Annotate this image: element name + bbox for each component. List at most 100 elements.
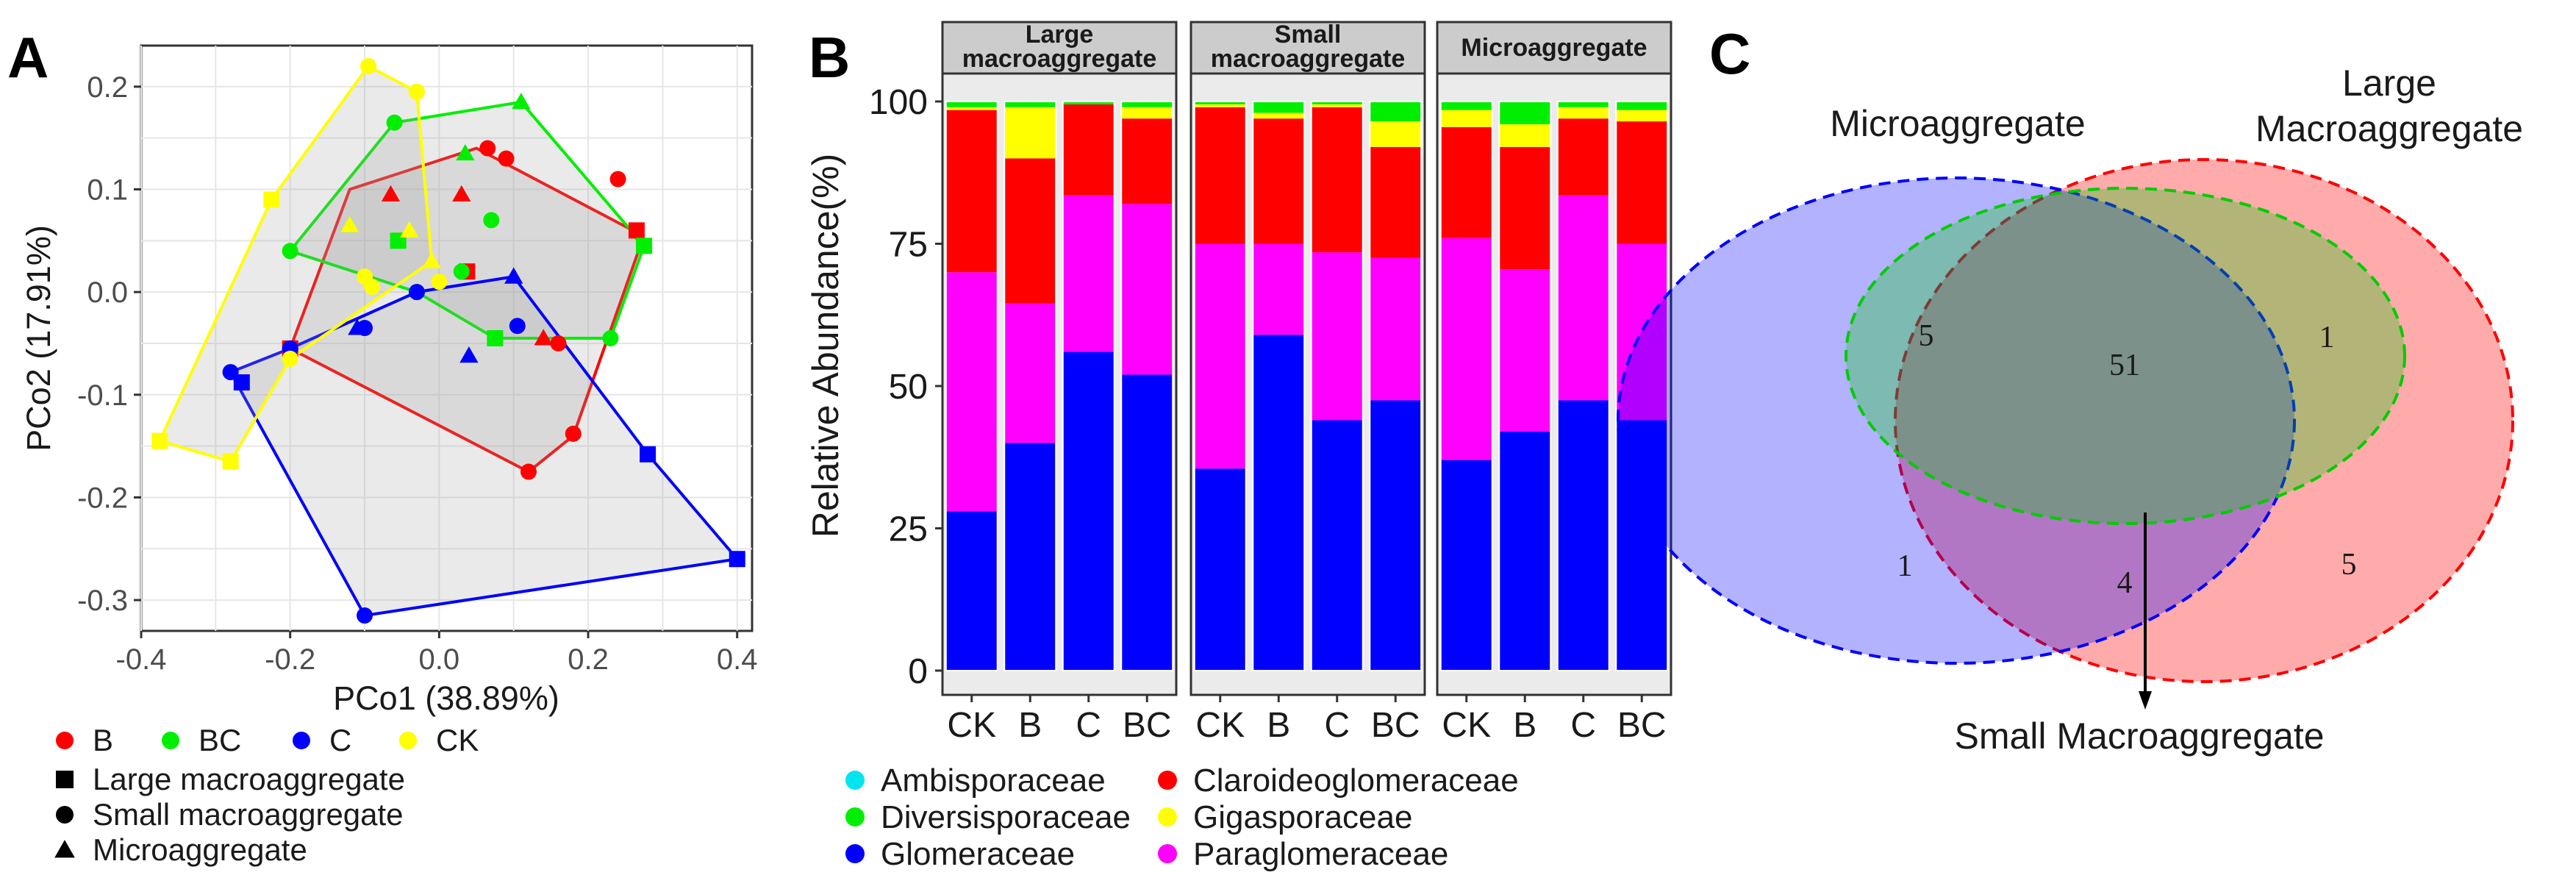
bar-outline <box>1120 101 1174 671</box>
bar-segment-glomeraceae <box>1311 420 1363 671</box>
bar-segment-claroideoglomeraceae <box>1557 118 1609 196</box>
bar-segment-glomeraceae <box>1557 400 1609 671</box>
y-tick-label: 0.0 <box>87 276 128 309</box>
bar-segment-paraglomeraceae <box>945 272 998 512</box>
point-bc-circle <box>483 212 500 229</box>
bar-outline <box>1369 101 1423 671</box>
legend-shape-label: Microaggregate <box>93 832 307 867</box>
bar-segment-gigasporaceae <box>1557 107 1609 119</box>
bar-y-axis-title: Relative Abundance(%) <box>805 154 846 538</box>
point-b-circle <box>565 425 582 442</box>
y-tick-label: -0.3 <box>77 585 128 617</box>
pcoa-hulls <box>158 64 739 618</box>
point-b-triangle <box>381 185 401 201</box>
bar-segment-paraglomeraceae <box>1062 195 1115 352</box>
bar-outline <box>1252 101 1306 671</box>
bar-segment-paraglomeraceae <box>1440 238 1492 460</box>
bar-segment-paraglomeraceae <box>1499 269 1551 432</box>
pcoa-x-ticks: -0.4 -0.2 0.0 0.2 0.4 <box>116 631 758 676</box>
point-bc-square <box>636 238 653 254</box>
point-c-circle <box>408 284 425 301</box>
bar-segment-claroideoglomeraceae <box>1616 121 1668 244</box>
bar-y-tick-label: 100 <box>869 83 928 122</box>
point-ck-triangle <box>422 251 441 268</box>
facet-title-line: Large <box>1026 21 1094 49</box>
bar-x-tick-label: B <box>1513 706 1536 745</box>
bar-segment-gigasporaceae <box>1194 104 1246 107</box>
bar-segment-diversisporaceae <box>1311 101 1363 104</box>
point-c-circle <box>222 364 239 381</box>
bar-segment-gigasporaceae <box>1440 110 1492 127</box>
point-ck-triangle <box>400 221 419 238</box>
bar-outline <box>945 101 998 671</box>
bar-x-tick-label: C <box>1324 706 1350 745</box>
legend-marker-c <box>293 732 310 749</box>
bar-segment-diversisporaceae <box>1440 101 1492 110</box>
hull-c <box>229 275 739 618</box>
bar-segment-gigasporaceae <box>1370 121 1422 147</box>
bar-segment-glomeraceae <box>1004 443 1056 671</box>
bar-segment-glomeraceae <box>1062 351 1115 671</box>
venn-label-large-line1: Large <box>2342 63 2436 104</box>
legend-family-label: Gigasporaceae <box>1193 799 1412 835</box>
facet-strip <box>941 21 1178 75</box>
bar-outline <box>1615 101 1669 671</box>
bar-outline <box>1062 101 1115 671</box>
pcoa-y-ticks: 0.2 0.1 0.0 -0.1 -0.2 -0.3 <box>77 71 141 617</box>
bar-segment-paraglomeraceae <box>1616 243 1668 421</box>
pcoa-x-axis-title: PCo1 (38.89%) <box>333 679 559 717</box>
bar-segment-claroideoglomeraceae <box>1499 146 1551 270</box>
point-b-triangle <box>452 185 471 201</box>
bar-segment-paraglomeraceae <box>1253 243 1305 335</box>
point-bc-circle <box>453 263 470 280</box>
point-bc-triangle <box>512 93 531 110</box>
bar-segment-glomeraceae <box>1370 400 1422 671</box>
point-c-square <box>233 374 250 391</box>
bar-x-tick-label: CK <box>1195 706 1245 745</box>
facet-title-line: Microaggregate <box>1461 34 1647 62</box>
bar-segment-diversisporaceae <box>1616 101 1668 110</box>
point-bc-circle <box>386 114 403 131</box>
bar-segment-diversisporaceae <box>1121 101 1173 107</box>
bar-segment-glomeraceae <box>1499 431 1551 671</box>
venn-label-small-macroaggregate: Small Macroaggregate <box>1954 715 2324 757</box>
legend-shape-square <box>56 771 74 788</box>
venn-microaggregate-set <box>1617 176 2296 665</box>
point-b-circle <box>609 171 626 188</box>
bar-y-tick-label: 25 <box>889 510 928 549</box>
legend-shape-label: Small macroaggregate <box>93 797 404 832</box>
point-c-triangle <box>348 318 367 335</box>
bar-segment-gigasporaceae <box>945 107 998 110</box>
panel-c-letter: C <box>1709 21 1750 86</box>
bar-outline <box>1439 101 1493 671</box>
bar-segment-paraglomeraceae <box>1004 303 1056 443</box>
bar-segment-diversisporaceae <box>945 101 998 107</box>
bar-segment-paraglomeraceae <box>1311 252 1363 421</box>
pcoa-plot-background <box>140 44 754 632</box>
bar-segment-glomeraceae <box>945 511 998 671</box>
point-b-circle <box>550 335 567 351</box>
legend-shape-label: Large macroaggregate <box>93 762 405 796</box>
facet-strip <box>1189 21 1426 75</box>
panel-c: C Microaggregate Large Macroaggregate Sm… <box>1617 21 2523 757</box>
bar-segment-claroideoglomeraceae <box>1004 158 1056 304</box>
y-tick-label: 0.1 <box>87 174 128 207</box>
bar-segment-claroideoglomeraceae <box>1062 104 1115 196</box>
small-macroaggregate-arrowhead <box>2139 691 2152 710</box>
point-ck-circle <box>408 83 425 100</box>
legend-marker-b <box>56 732 74 749</box>
y-tick-label: 0.2 <box>87 71 128 104</box>
pcoa-points <box>151 57 745 624</box>
bar-segment-claroideoglomeraceae <box>945 110 998 273</box>
point-bc-triangle <box>456 143 475 161</box>
bar-segment-diversisporaceae <box>1194 101 1246 104</box>
legend-label-b: B <box>93 723 113 757</box>
bar-y-tick-label: 0 <box>908 652 928 691</box>
point-b-circle <box>498 150 515 167</box>
hull-ck <box>158 64 434 463</box>
point-ck-square <box>151 432 168 449</box>
x-tick-label: 0.2 <box>568 643 609 676</box>
bar-segment-gigasporaceae <box>1253 113 1305 119</box>
